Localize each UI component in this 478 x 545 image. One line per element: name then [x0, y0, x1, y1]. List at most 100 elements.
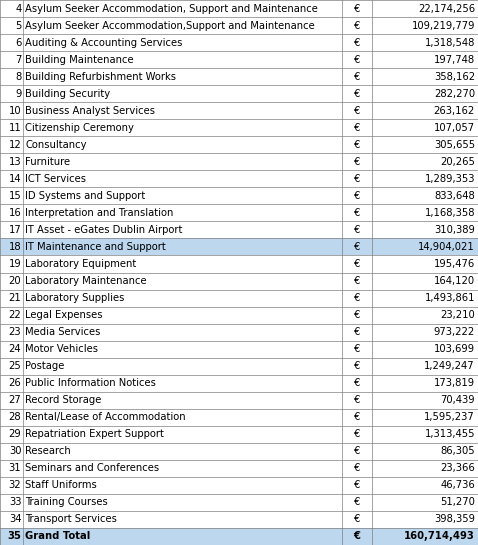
- Text: Citizenship Ceremony: Citizenship Ceremony: [25, 123, 134, 133]
- Text: 15: 15: [9, 191, 22, 201]
- Text: 12: 12: [9, 140, 22, 150]
- Text: 305,655: 305,655: [434, 140, 475, 150]
- Text: 20: 20: [9, 276, 22, 286]
- Text: Asylum Seeker Accommodation,Support and Maintenance: Asylum Seeker Accommodation,Support and …: [25, 21, 315, 31]
- Bar: [0, 17, 478, 34]
- Bar: [0, 324, 478, 341]
- Text: 13: 13: [9, 157, 22, 167]
- Text: 1,168,358: 1,168,358: [424, 208, 475, 218]
- Text: 34: 34: [9, 514, 22, 524]
- Text: 1,318,548: 1,318,548: [424, 38, 475, 47]
- Text: €: €: [354, 327, 360, 337]
- Text: 26: 26: [9, 378, 22, 388]
- Bar: [0, 153, 478, 170]
- Bar: [0, 494, 478, 511]
- Text: 10: 10: [9, 106, 22, 116]
- Bar: [0, 187, 478, 204]
- Text: Staff Uniforms: Staff Uniforms: [25, 480, 97, 490]
- Text: 1,249,247: 1,249,247: [424, 361, 475, 371]
- Text: Postage: Postage: [25, 361, 65, 371]
- Text: 4: 4: [15, 3, 22, 14]
- Text: 23,366: 23,366: [440, 463, 475, 474]
- Bar: [0, 272, 478, 289]
- Text: €: €: [354, 378, 360, 388]
- Bar: [0, 375, 478, 392]
- Text: €: €: [354, 38, 360, 47]
- Text: Laboratory Equipment: Laboratory Equipment: [25, 259, 137, 269]
- Bar: [0, 221, 478, 239]
- Text: 160,714,493: 160,714,493: [404, 531, 475, 542]
- Text: ICT Services: ICT Services: [25, 174, 87, 184]
- Text: 32: 32: [9, 480, 22, 490]
- Text: Training Courses: Training Courses: [25, 498, 108, 507]
- Text: 11: 11: [9, 123, 22, 133]
- Bar: [0, 306, 478, 324]
- Text: 197,748: 197,748: [434, 54, 475, 65]
- Bar: [0, 443, 478, 460]
- Text: 29: 29: [9, 429, 22, 439]
- Text: €: €: [354, 21, 360, 31]
- Text: €: €: [354, 242, 360, 252]
- Text: Motor Vehicles: Motor Vehicles: [25, 344, 98, 354]
- Text: 1,595,237: 1,595,237: [424, 412, 475, 422]
- Text: €: €: [354, 106, 360, 116]
- Text: 833,648: 833,648: [434, 191, 475, 201]
- Text: 22: 22: [9, 310, 22, 320]
- Text: 398,359: 398,359: [434, 514, 475, 524]
- Text: €: €: [354, 157, 360, 167]
- Bar: [0, 392, 478, 409]
- Text: 35: 35: [8, 531, 22, 542]
- Text: 24: 24: [9, 344, 22, 354]
- Text: 18: 18: [9, 242, 22, 252]
- Text: Business Analyst Services: Business Analyst Services: [25, 106, 155, 116]
- Text: 8: 8: [15, 71, 22, 82]
- Text: 46,736: 46,736: [440, 480, 475, 490]
- Text: 5: 5: [15, 21, 22, 31]
- Text: 31: 31: [9, 463, 22, 474]
- Text: 358,162: 358,162: [434, 71, 475, 82]
- Text: Laboratory Maintenance: Laboratory Maintenance: [25, 276, 147, 286]
- Text: 20,265: 20,265: [440, 157, 475, 167]
- Bar: [0, 256, 478, 272]
- Text: 16: 16: [9, 208, 22, 218]
- Text: €: €: [354, 276, 360, 286]
- Text: €: €: [354, 463, 360, 474]
- Text: €: €: [354, 514, 360, 524]
- Text: 86,305: 86,305: [440, 446, 475, 456]
- Text: €: €: [354, 71, 360, 82]
- Text: 973,222: 973,222: [434, 327, 475, 337]
- Text: 28: 28: [9, 412, 22, 422]
- Text: 25: 25: [9, 361, 22, 371]
- Text: 70,439: 70,439: [440, 395, 475, 405]
- Text: €: €: [354, 446, 360, 456]
- Text: €: €: [354, 123, 360, 133]
- Text: €: €: [354, 310, 360, 320]
- Text: €: €: [354, 54, 360, 65]
- Text: 103,699: 103,699: [434, 344, 475, 354]
- Text: 33: 33: [9, 498, 22, 507]
- Text: Building Refurbishment Works: Building Refurbishment Works: [25, 71, 176, 82]
- Text: 7: 7: [15, 54, 22, 65]
- Text: 6: 6: [15, 38, 22, 47]
- Bar: [0, 460, 478, 477]
- Text: €: €: [354, 208, 360, 218]
- Bar: [0, 341, 478, 358]
- Text: Grand Total: Grand Total: [25, 531, 91, 542]
- Text: 14: 14: [9, 174, 22, 184]
- Bar: [0, 409, 478, 426]
- Text: Consultancy: Consultancy: [25, 140, 87, 150]
- Bar: [0, 102, 478, 119]
- Text: €: €: [354, 140, 360, 150]
- Text: €: €: [354, 361, 360, 371]
- Bar: [0, 119, 478, 136]
- Text: €: €: [354, 480, 360, 490]
- Bar: [0, 136, 478, 153]
- Text: Research: Research: [25, 446, 71, 456]
- Text: 22,174,256: 22,174,256: [418, 3, 475, 14]
- Text: Asylum Seeker Accommodation, Support and Maintenance: Asylum Seeker Accommodation, Support and…: [25, 3, 318, 14]
- Text: €: €: [354, 191, 360, 201]
- Text: 14,904,021: 14,904,021: [418, 242, 475, 252]
- Text: Record Storage: Record Storage: [25, 395, 102, 405]
- Text: Legal Expenses: Legal Expenses: [25, 310, 103, 320]
- Text: €: €: [354, 395, 360, 405]
